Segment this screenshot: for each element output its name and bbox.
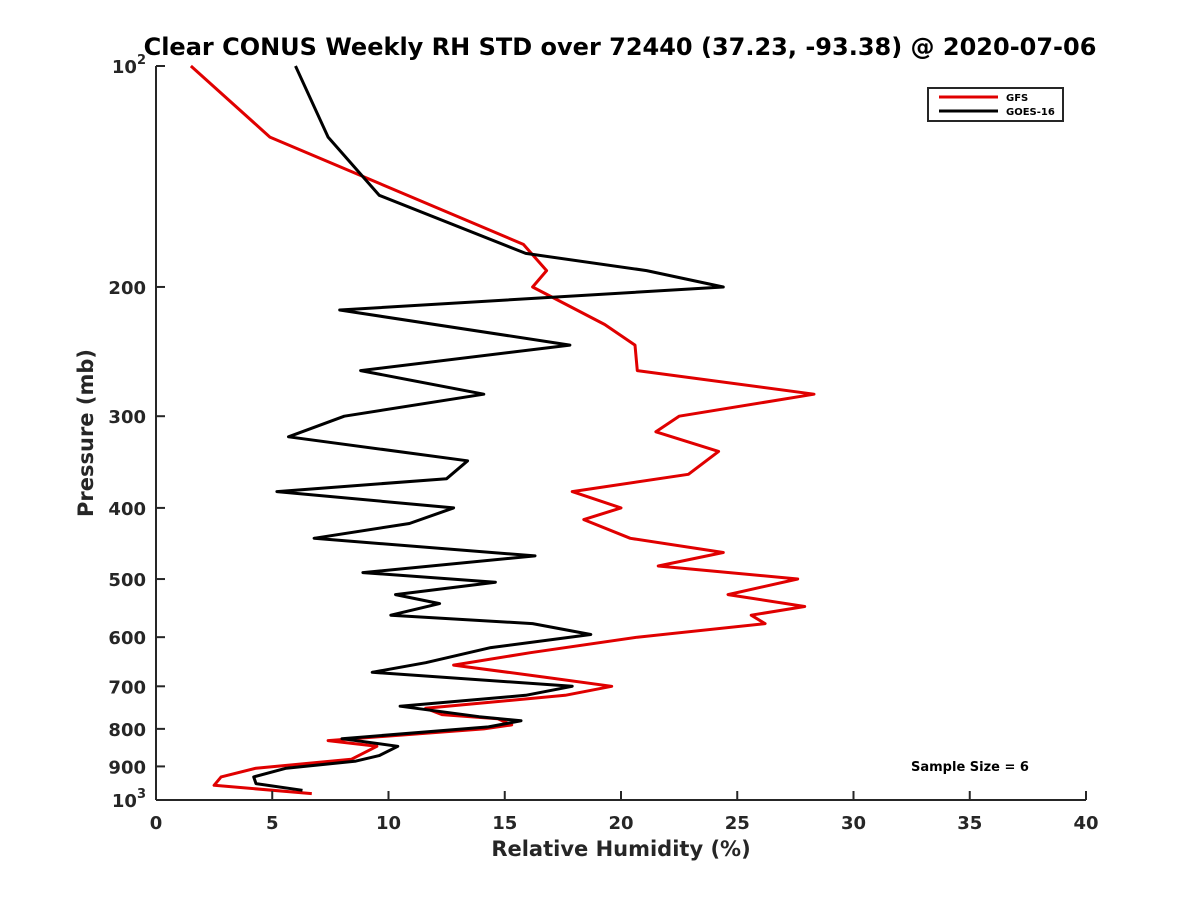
y-tick-label: 200	[108, 278, 146, 299]
legend: GFS GOES-16	[927, 87, 1064, 122]
y-tick-label: 102	[112, 53, 146, 78]
y-tick-exponent: 3	[137, 787, 146, 802]
chart-title: Clear CONUS Weekly RH STD over 72440 (37…	[144, 33, 1097, 61]
x-tick-label: 25	[725, 813, 750, 834]
x-axis-label: Relative Humidity (%)	[491, 837, 750, 861]
x-tick-label: 0	[150, 813, 163, 834]
legend-box	[927, 87, 1064, 122]
y-tick-label: 500	[108, 570, 146, 591]
x-tick-label: 40	[1073, 813, 1098, 834]
legend-label-goes16: GOES-16	[1006, 107, 1055, 118]
y-tick-base: 10	[112, 57, 137, 78]
y-tick-exponent: 2	[137, 53, 146, 68]
y-tick-label: 600	[108, 628, 146, 649]
x-tick-label: 30	[841, 813, 866, 834]
x-tick-label: 35	[957, 813, 982, 834]
y-axis-label: Pressure (mb)	[74, 349, 98, 517]
y-tick-label: 900	[108, 757, 146, 778]
y-tick-base: 10	[112, 791, 137, 812]
y-tick-label: 800	[108, 720, 146, 741]
series-line-gfs	[189, 64, 816, 796]
sample-size-annotation: Sample Size = 6	[911, 760, 1029, 775]
x-tick-label: 10	[376, 813, 401, 834]
series-line-goes16	[252, 65, 725, 792]
legend-label-gfs: GFS	[1006, 93, 1028, 104]
x-tick-label: 15	[492, 813, 517, 834]
y-tick-label: 700	[108, 677, 146, 698]
series-layer	[189, 64, 816, 796]
y-tick-label: 103	[112, 787, 146, 812]
y-tick-label: 300	[108, 407, 146, 428]
y-tick-label: 400	[108, 499, 146, 520]
x-tick-label: 5	[266, 813, 279, 834]
x-tick-label: 20	[608, 813, 633, 834]
x-axis-ticks: 0 5 10 15 20 25 30 35 40	[150, 791, 1099, 834]
